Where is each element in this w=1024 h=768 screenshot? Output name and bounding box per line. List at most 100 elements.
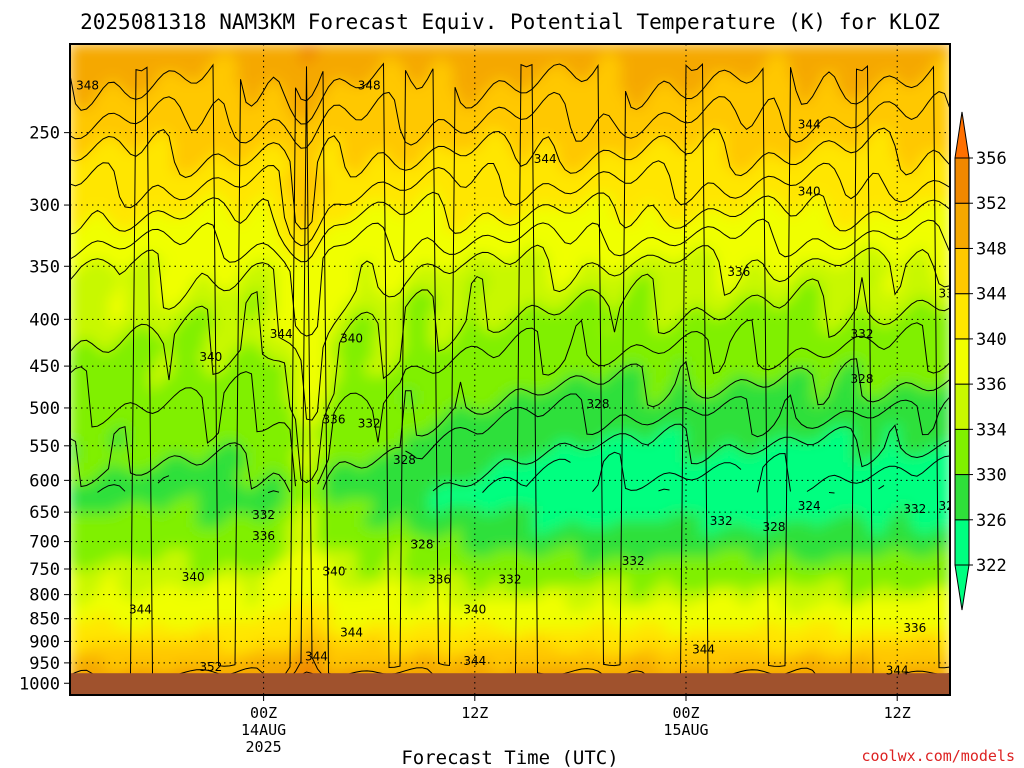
field-cell bbox=[645, 180, 655, 190]
field-cell bbox=[117, 137, 127, 147]
field-cell bbox=[253, 86, 263, 96]
field-cell bbox=[685, 361, 695, 371]
field-cell bbox=[70, 57, 79, 67]
field-cell bbox=[525, 332, 535, 342]
field-cell bbox=[245, 115, 255, 125]
field-cell bbox=[445, 346, 455, 357]
field-cell bbox=[701, 44, 711, 53]
field-cell bbox=[453, 86, 463, 96]
field-cell bbox=[613, 100, 623, 111]
field-cell bbox=[469, 180, 479, 190]
field-cell bbox=[293, 194, 303, 205]
field-cell bbox=[285, 71, 295, 82]
field-cell bbox=[141, 238, 151, 248]
field-cell bbox=[541, 252, 551, 262]
field-cell bbox=[229, 281, 239, 291]
field-cell bbox=[461, 325, 471, 335]
field-cell bbox=[173, 108, 183, 118]
field-cell bbox=[293, 260, 303, 270]
field-cell bbox=[941, 288, 950, 299]
field-cell bbox=[325, 202, 335, 212]
field-cell bbox=[493, 202, 503, 212]
field-cell bbox=[165, 231, 175, 241]
field-cell bbox=[229, 165, 239, 176]
field-cell bbox=[621, 151, 631, 161]
field-cell bbox=[709, 252, 719, 262]
field-cell bbox=[901, 209, 911, 219]
field-cell bbox=[269, 57, 279, 67]
field-cell bbox=[637, 194, 647, 205]
field-cell bbox=[197, 346, 207, 357]
field-cell bbox=[517, 137, 527, 147]
field-cell bbox=[813, 180, 823, 190]
field-cell bbox=[269, 325, 279, 335]
field-cell bbox=[389, 332, 399, 342]
field-cell bbox=[629, 44, 639, 53]
field-cell bbox=[765, 180, 775, 190]
field-cell bbox=[717, 267, 727, 277]
field-cell bbox=[917, 202, 927, 212]
field-cell bbox=[933, 165, 943, 176]
field-cell bbox=[645, 252, 655, 262]
field-cell bbox=[733, 346, 743, 357]
field-cell bbox=[189, 245, 199, 255]
field-cell bbox=[781, 173, 791, 183]
field-cell bbox=[525, 64, 535, 74]
field-cell bbox=[613, 50, 623, 60]
field-cell bbox=[925, 260, 935, 270]
field-cell bbox=[917, 209, 927, 219]
field-cell bbox=[573, 79, 583, 89]
field-cell bbox=[789, 194, 799, 205]
field-cell bbox=[893, 173, 903, 183]
field-cell bbox=[397, 115, 407, 125]
field-cell bbox=[509, 187, 519, 197]
field-cell bbox=[197, 194, 207, 205]
field-cell bbox=[733, 137, 743, 147]
field-cell bbox=[813, 129, 823, 140]
field-cell bbox=[261, 151, 271, 161]
field-cell bbox=[517, 267, 527, 277]
field-cell bbox=[597, 122, 607, 132]
field-cell bbox=[589, 274, 599, 284]
field-cell bbox=[213, 194, 223, 205]
field-cell bbox=[285, 50, 295, 60]
field-cell bbox=[125, 137, 135, 147]
field-cell bbox=[341, 216, 351, 226]
field-cell bbox=[125, 158, 135, 168]
field-cell bbox=[109, 86, 119, 96]
field-cell bbox=[381, 158, 391, 168]
field-cell bbox=[757, 165, 767, 176]
field-cell bbox=[157, 245, 167, 255]
field-cell bbox=[70, 238, 79, 248]
field-cell bbox=[197, 267, 207, 277]
field-cell bbox=[869, 71, 879, 82]
field-cell bbox=[837, 202, 847, 212]
field-cell bbox=[805, 281, 815, 291]
field-cell bbox=[869, 93, 879, 103]
field-cell bbox=[901, 44, 911, 53]
field-cell bbox=[733, 245, 743, 255]
field-cell bbox=[285, 252, 295, 262]
field-cell bbox=[477, 100, 487, 111]
field-cell bbox=[749, 194, 759, 205]
field-cell bbox=[669, 50, 679, 60]
field-cell bbox=[293, 151, 303, 161]
field-cell bbox=[285, 368, 295, 378]
field-cell bbox=[941, 274, 950, 284]
field-cell bbox=[709, 339, 719, 349]
field-cell bbox=[93, 260, 103, 270]
field-cell bbox=[309, 158, 319, 168]
field-cell bbox=[293, 296, 303, 306]
field-cell bbox=[253, 79, 263, 89]
field-cell bbox=[325, 165, 335, 176]
field-cell bbox=[597, 71, 607, 82]
field-cell bbox=[725, 231, 735, 241]
field-cell bbox=[70, 216, 79, 226]
field-cell bbox=[853, 86, 863, 96]
field-cell bbox=[277, 223, 287, 234]
field-cell bbox=[93, 274, 103, 284]
field-cell bbox=[653, 50, 663, 60]
field-cell bbox=[253, 368, 263, 378]
field-cell bbox=[877, 64, 887, 74]
field-cell bbox=[469, 252, 479, 262]
